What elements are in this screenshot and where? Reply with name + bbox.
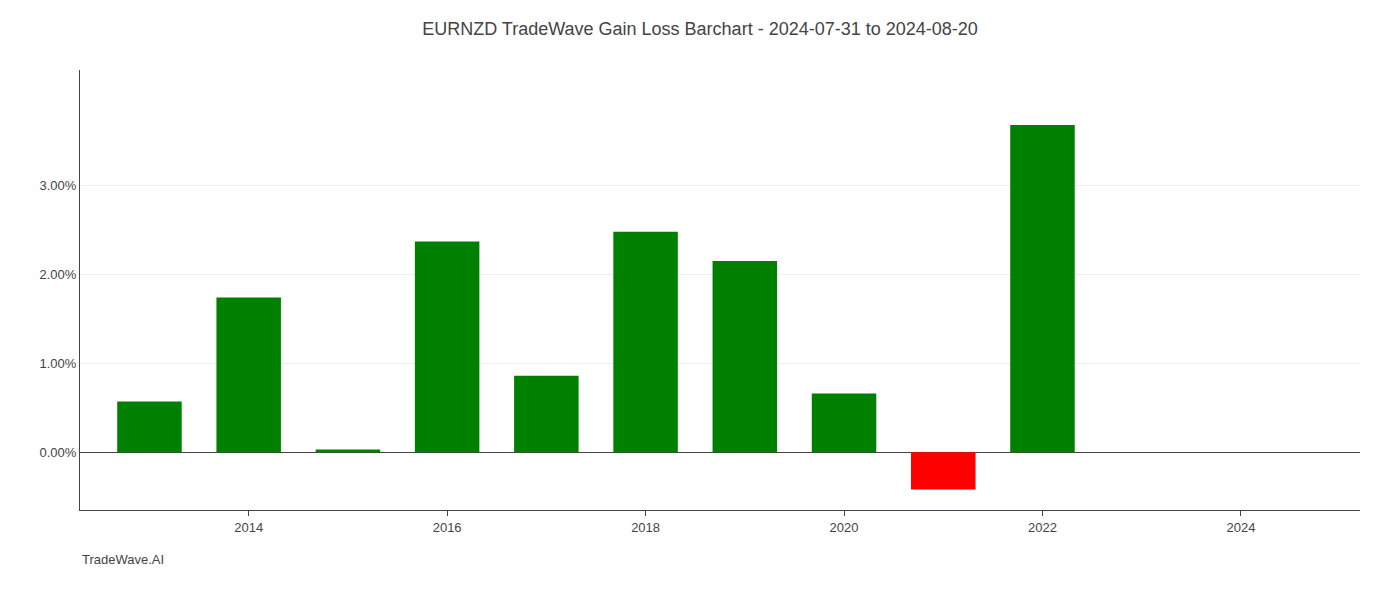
svg-text:2016: 2016	[433, 520, 462, 535]
svg-text:2024: 2024	[1226, 520, 1255, 535]
svg-text:2020: 2020	[830, 520, 859, 535]
svg-text:3.00%: 3.00%	[40, 178, 77, 193]
svg-text:TradeWave.AI: TradeWave.AI	[82, 552, 164, 567]
svg-text:2018: 2018	[631, 520, 660, 535]
svg-text:2.00%: 2.00%	[40, 267, 77, 282]
svg-text:0.00%: 0.00%	[40, 445, 77, 460]
svg-text:EURNZD TradeWave Gain Loss Bar: EURNZD TradeWave Gain Loss Barchart - 20…	[422, 19, 978, 39]
svg-text:1.00%: 1.00%	[40, 356, 77, 371]
svg-text:2022: 2022	[1028, 520, 1057, 535]
svg-text:2014: 2014	[234, 520, 263, 535]
